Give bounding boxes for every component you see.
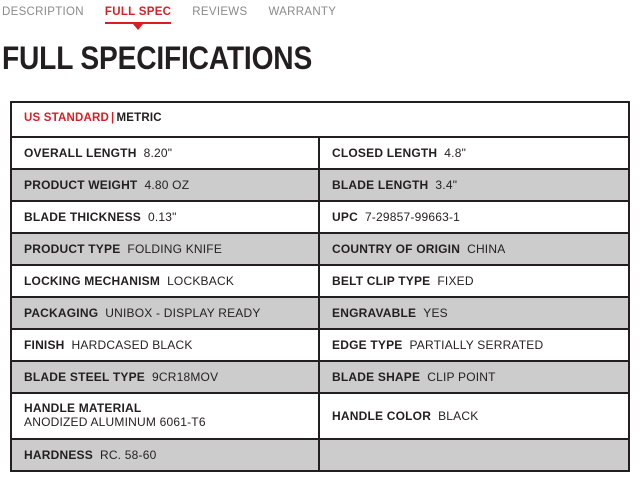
spec-label: HANDLE COLOR <box>332 409 432 423</box>
spec-value: CLIP POINT <box>427 370 496 384</box>
spec-label: EDGE TYPE <box>332 338 403 352</box>
spec-cell-right: EDGE TYPE PARTIALLY SERRATED <box>320 330 628 360</box>
spec-value: 3.4" <box>435 178 458 192</box>
caret-down-icon <box>133 24 144 30</box>
tab-reviews[interactable]: REVIEWS <box>192 6 247 22</box>
spec-cell-left: HARDNESS RC. 58-60 <box>12 440 320 470</box>
spec-cell-left: LOCKING MECHANISM LOCKBACK <box>12 266 320 296</box>
spec-cell-right: BLADE LENGTH 3.4" <box>320 170 628 200</box>
spec-value: LOCKBACK <box>167 274 235 288</box>
spec-label: OVERALL LENGTH <box>24 146 137 160</box>
spec-label: BELT CLIP TYPE <box>332 274 431 288</box>
spec-cell-left: BLADE STEEL TYPE 9CR18MOV <box>12 362 320 392</box>
spec-value: 4.8" <box>444 146 467 160</box>
spec-cell-left: PACKAGING UNIBOX - DISPLAY READY <box>12 298 320 328</box>
spec-value: CHINA <box>467 242 506 256</box>
spec-value: ANODIZED ALUMINUM 6061-T6 <box>24 415 206 429</box>
spec-label: HANDLE MATERIAL <box>24 401 142 415</box>
spec-cell-right: CLOSED LENGTH 4.8" <box>320 138 628 168</box>
spec-row: PRODUCT TYPE FOLDING KNIFE COUNTRY OF ORIG… <box>12 234 628 266</box>
spec-label: COUNTRY OF ORIGIN <box>332 242 461 256</box>
unit-metric-option[interactable]: METRIC <box>116 112 162 124</box>
spec-value: YES <box>423 306 448 320</box>
spec-value: 0.13" <box>148 210 177 224</box>
unit-separator: | <box>111 112 115 124</box>
spec-cell-right: BLADE SHAPE CLIP POINT <box>320 362 628 392</box>
spec-value: HARDCASED BLACK <box>71 338 193 352</box>
spec-label: PACKAGING <box>24 306 99 320</box>
spec-label: UPC <box>332 210 358 224</box>
spec-value: 4.80 OZ <box>144 178 190 192</box>
spec-cell-right <box>320 440 628 470</box>
page-title: FULL SPECIFICATIONS <box>2 40 313 76</box>
tab-label: FULL SPEC <box>104 6 172 18</box>
spec-label: HARDNESS <box>24 448 93 462</box>
spec-label: BLADE THICKNESS <box>24 210 142 224</box>
spec-value: PARTIALLY SERRATED <box>409 338 544 352</box>
spec-row: LOCKING MECHANISM LOCKBACK BELT CLIP TYPE F… <box>12 266 628 298</box>
spec-label: FINISH <box>24 338 65 352</box>
spec-label: CLOSED LENGTH <box>332 146 438 160</box>
spec-value: 7-29857-99663-1 <box>364 210 461 224</box>
spec-cell-left: FINISH HARDCASED BLACK <box>12 330 320 360</box>
tab-label: WARRANTY <box>268 6 337 18</box>
spec-value: 9CR18MOV <box>152 370 219 384</box>
spec-cell-left: HANDLE MATERIAL ANODIZED ALUMINUM 6061-T6 <box>12 394 320 438</box>
tab-label: REVIEWS <box>192 6 248 18</box>
spec-cell-left: BLADE THICKNESS 0.13" <box>12 202 320 232</box>
spec-label: BLADE SHAPE <box>332 370 421 384</box>
spec-row: PACKAGING UNIBOX - DISPLAY READY ENGRAVABL… <box>12 298 628 330</box>
spec-label: BLADE STEEL TYPE <box>24 370 145 384</box>
spec-cell-left: PRODUCT WEIGHT 4.80 OZ <box>12 170 320 200</box>
spec-value: FOLDING KNIFE <box>127 242 223 256</box>
spec-row: BLADE STEEL TYPE 9CR18MOV BLADE SHAPE CLIP … <box>12 362 628 394</box>
spec-cell-right: COUNTRY OF ORIGIN CHINA <box>320 234 628 264</box>
unit-us-standard-option[interactable]: US STANDARD <box>24 112 110 124</box>
spec-row: HARDNESS RC. 58-60 <box>12 440 628 470</box>
spec-row: HANDLE MATERIAL ANODIZED ALUMINUM 6061-T6… <box>12 394 628 440</box>
product-tabbar: DESCRIPTION FULL SPEC REVIEWS WARRANTY <box>0 0 640 30</box>
spec-row: PRODUCT WEIGHT 4.80 OZ BLADE LENGTH 3.4" <box>12 170 628 202</box>
spec-label: BLADE LENGTH <box>332 178 429 192</box>
spec-value: RC. 58-60 <box>99 448 157 462</box>
spec-row: BLADE THICKNESS 0.13" UPC 7-29857-99663-1 <box>12 202 628 234</box>
spec-cell-left: PRODUCT TYPE FOLDING KNIFE <box>12 234 320 264</box>
spec-value: 8.20" <box>143 146 173 160</box>
spec-row: FINISH HARDCASED BLACK EDGE TYPE PARTIALLY … <box>12 330 628 362</box>
tab-warranty[interactable]: WARRANTY <box>268 6 336 22</box>
tab-description[interactable]: DESCRIPTION <box>2 6 84 22</box>
tab-full-spec[interactable]: FULL SPEC <box>104 6 172 30</box>
unit-system-toggle: US STANDARD | METRIC <box>12 103 628 138</box>
spec-label: ENGRAVABLE <box>332 306 417 320</box>
spec-cell-left: OVERALL LENGTH 8.20" <box>12 138 320 168</box>
spec-cell-right: UPC 7-29857-99663-1 <box>320 202 628 232</box>
spec-value: UNIBOX - DISPLAY READY <box>105 306 261 320</box>
spec-cell-right: HANDLE COLOR BLACK <box>320 394 628 438</box>
spec-value: BLACK <box>438 409 479 423</box>
spec-label: PRODUCT WEIGHT <box>24 178 138 192</box>
spec-value: FIXED <box>437 274 474 288</box>
spec-label: LOCKING MECHANISM <box>24 274 161 288</box>
spec-cell-right: ENGRAVABLE YES <box>320 298 628 328</box>
spec-row: OVERALL LENGTH 8.20" CLOSED LENGTH 4.8" <box>12 138 628 170</box>
spec-cell-right: BELT CLIP TYPE FIXED <box>320 266 628 296</box>
tab-label: DESCRIPTION <box>2 6 84 18</box>
spec-label: PRODUCT TYPE <box>24 242 121 256</box>
spec-rows-container: OVERALL LENGTH 8.20" CLOSED LENGTH 4.8" PROD… <box>12 138 628 470</box>
specifications-table: US STANDARD | METRIC OVERALL LENGTH 8.20" CL… <box>10 101 630 472</box>
